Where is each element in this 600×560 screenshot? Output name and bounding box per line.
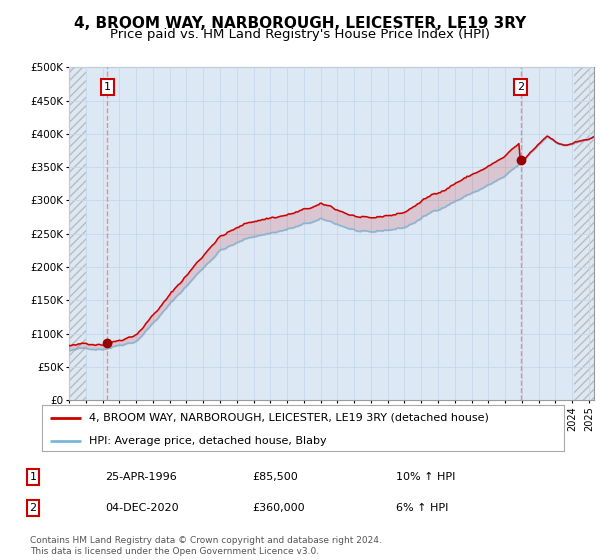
Text: HPI: Average price, detached house, Blaby: HPI: Average price, detached house, Blab… [89, 436, 326, 446]
Bar [574, 67, 594, 400]
Text: £360,000: £360,000 [252, 503, 305, 513]
Bar [69, 67, 86, 400]
Text: 2: 2 [517, 82, 524, 92]
Text: 2: 2 [29, 503, 37, 513]
Text: 4, BROOM WAY, NARBOROUGH, LEICESTER, LE19 3RY: 4, BROOM WAY, NARBOROUGH, LEICESTER, LE1… [74, 16, 526, 31]
Text: £85,500: £85,500 [252, 472, 298, 482]
Text: 4, BROOM WAY, NARBOROUGH, LEICESTER, LE19 3RY (detached house): 4, BROOM WAY, NARBOROUGH, LEICESTER, LE1… [89, 413, 489, 423]
Text: 6% ↑ HPI: 6% ↑ HPI [396, 503, 448, 513]
Text: Price paid vs. HM Land Registry's House Price Index (HPI): Price paid vs. HM Land Registry's House … [110, 28, 490, 41]
Text: Contains HM Land Registry data © Crown copyright and database right 2024.
This d: Contains HM Land Registry data © Crown c… [30, 536, 382, 556]
Text: 1: 1 [104, 82, 111, 92]
Text: 1: 1 [29, 472, 37, 482]
Text: 04-DEC-2020: 04-DEC-2020 [105, 503, 179, 513]
Text: 25-APR-1996: 25-APR-1996 [105, 472, 177, 482]
Text: 10% ↑ HPI: 10% ↑ HPI [396, 472, 455, 482]
